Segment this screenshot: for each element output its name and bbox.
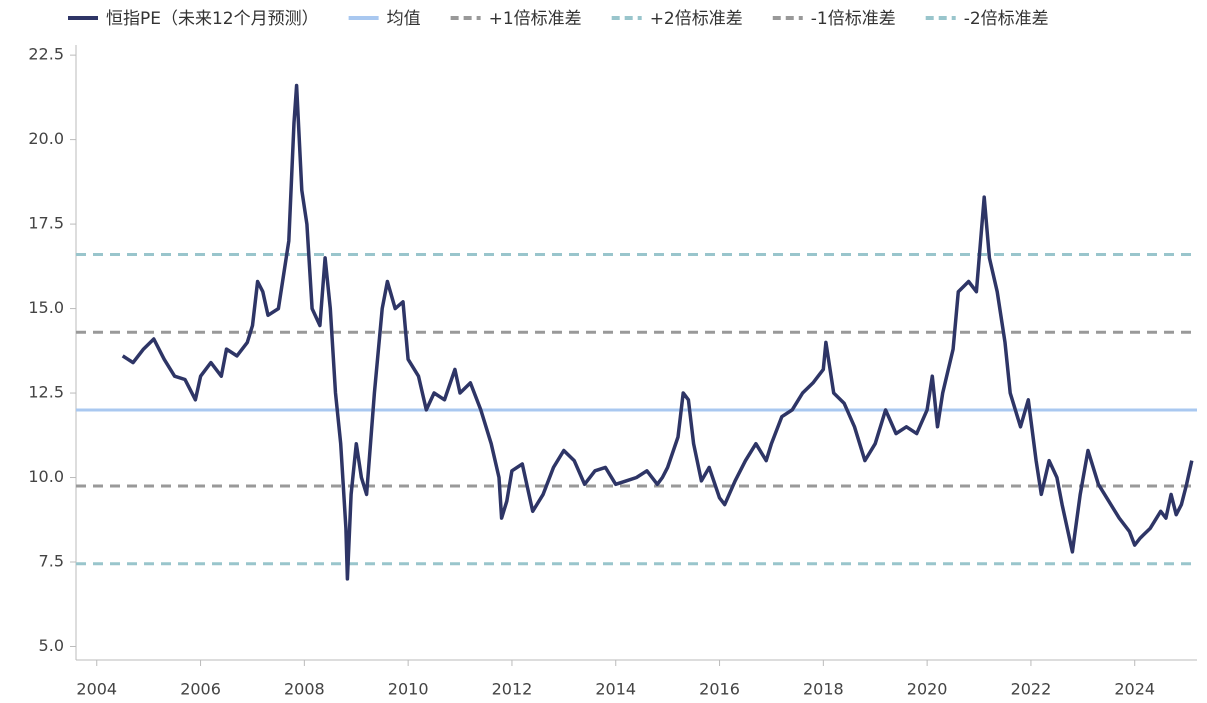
x-tick-label: 2006 [180, 680, 221, 699]
data-line [121, 83, 1194, 581]
y-tick-label: 5.0 [39, 636, 64, 655]
x-tick-label: 2014 [595, 680, 636, 699]
x-tick-label: 2016 [699, 680, 740, 699]
legend: 恒指PE（未来12个月预测） 均值 +1倍标准差 +2倍标准差 -1倍标准差 -2倍标准差 [68, 9, 1049, 29]
legend-label: -2倍标准差 [964, 9, 1049, 29]
y-tick-label: 15.0 [28, 298, 64, 317]
x-tick-label: 2022 [1011, 680, 1052, 699]
legend-label: +2倍标准差 [650, 9, 743, 29]
x-tick-label: 2012 [492, 680, 533, 699]
y-tick-label: 12.5 [28, 383, 64, 402]
legend-label: 恒指PE（未来12个月预测） [106, 9, 319, 29]
x-tick-label: 2010 [388, 680, 429, 699]
y-tick-label: 7.5 [39, 552, 64, 571]
y-tick-label: 17.5 [28, 214, 64, 233]
x-tick-label: 2008 [284, 680, 325, 699]
x-tick-label: 2020 [907, 680, 948, 699]
y-tick-label: 10.0 [28, 467, 64, 486]
legend-label: -1倍标准差 [811, 9, 896, 29]
y-tick-label: 22.5 [28, 45, 64, 64]
x-tick-label: 2018 [803, 680, 844, 699]
x-tick-label: 2024 [1114, 680, 1155, 699]
y-tick-label: 20.0 [28, 129, 64, 148]
legend-label: 均值 [387, 9, 421, 29]
x-tick-label: 2004 [76, 680, 117, 699]
legend-label: +1倍标准差 [489, 9, 582, 29]
